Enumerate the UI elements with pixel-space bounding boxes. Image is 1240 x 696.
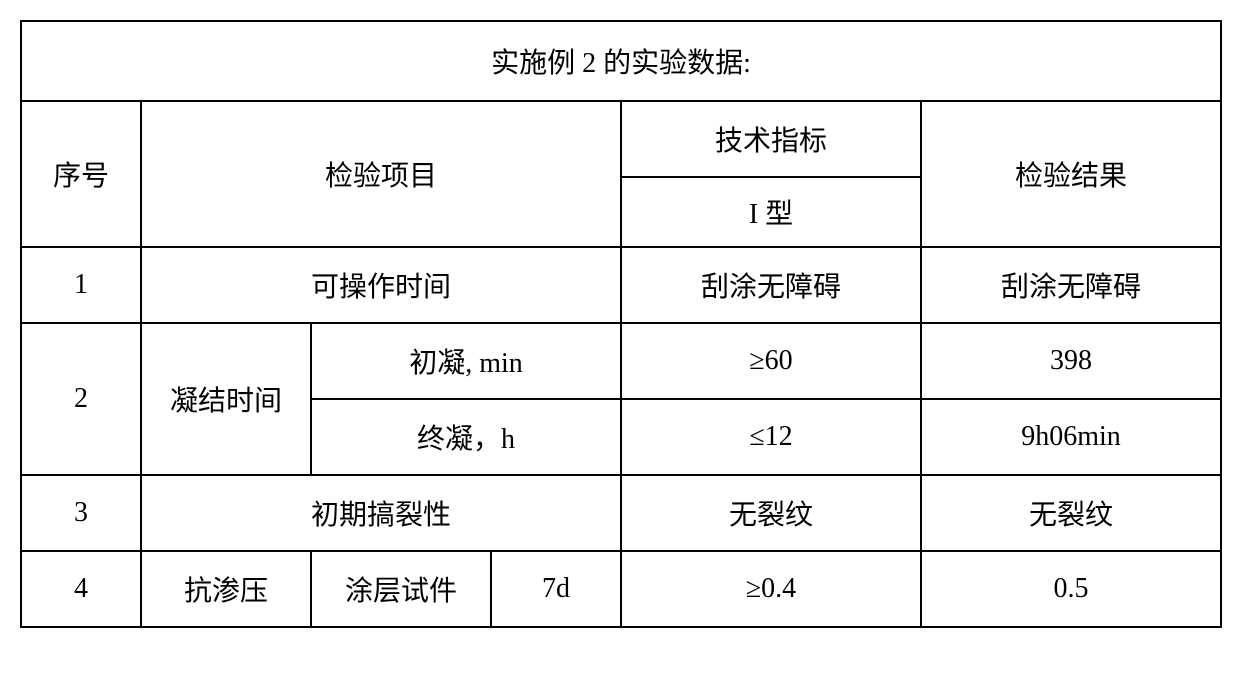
cell-result: 0.5 (921, 551, 1221, 627)
cell-item: 7d (491, 551, 621, 627)
header-item: 检验项目 (141, 101, 621, 247)
header-seq: 序号 (21, 101, 141, 247)
cell-item: 抗渗压 (141, 551, 311, 627)
experiment-data-table: 实施例 2 的实验数据: 序号 检验项目 技术指标 检验结果 I 型 1 可操作… (20, 20, 1222, 628)
table-row: 3 初期搞裂性 无裂纹 无裂纹 (21, 475, 1221, 551)
cell-seq: 1 (21, 247, 141, 323)
cell-result: 刮涂无障碍 (921, 247, 1221, 323)
data-table-container: 实施例 2 的实验数据: 序号 检验项目 技术指标 检验结果 I 型 1 可操作… (20, 20, 1220, 628)
cell-item: 可操作时间 (141, 247, 621, 323)
cell-tech: ≤12 (621, 399, 921, 475)
cell-result: 398 (921, 323, 1221, 399)
header-result: 检验结果 (921, 101, 1221, 247)
cell-tech: ≥60 (621, 323, 921, 399)
header-tech-sub: I 型 (621, 177, 921, 247)
cell-seq: 3 (21, 475, 141, 551)
cell-tech: 无裂纹 (621, 475, 921, 551)
table-header-row-1: 序号 检验项目 技术指标 检验结果 (21, 101, 1221, 177)
table-row: 4 抗渗压 涂层试件 7d ≥0.4 0.5 (21, 551, 1221, 627)
cell-item: 凝结时间 (141, 323, 311, 475)
header-tech: 技术指标 (621, 101, 921, 177)
cell-result: 无裂纹 (921, 475, 1221, 551)
cell-seq: 4 (21, 551, 141, 627)
cell-result: 9h06min (921, 399, 1221, 475)
cell-sub-item: 初凝, min (311, 323, 621, 399)
cell-seq: 2 (21, 323, 141, 475)
table-title: 实施例 2 的实验数据: (21, 21, 1221, 101)
cell-sub-item: 终凝，h (311, 399, 621, 475)
cell-item: 涂层试件 (311, 551, 491, 627)
cell-item: 初期搞裂性 (141, 475, 621, 551)
table-row: 2 凝结时间 初凝, min ≥60 398 (21, 323, 1221, 399)
table-row: 1 可操作时间 刮涂无障碍 刮涂无障碍 (21, 247, 1221, 323)
table-title-row: 实施例 2 的实验数据: (21, 21, 1221, 101)
cell-tech: 刮涂无障碍 (621, 247, 921, 323)
cell-tech: ≥0.4 (621, 551, 921, 627)
